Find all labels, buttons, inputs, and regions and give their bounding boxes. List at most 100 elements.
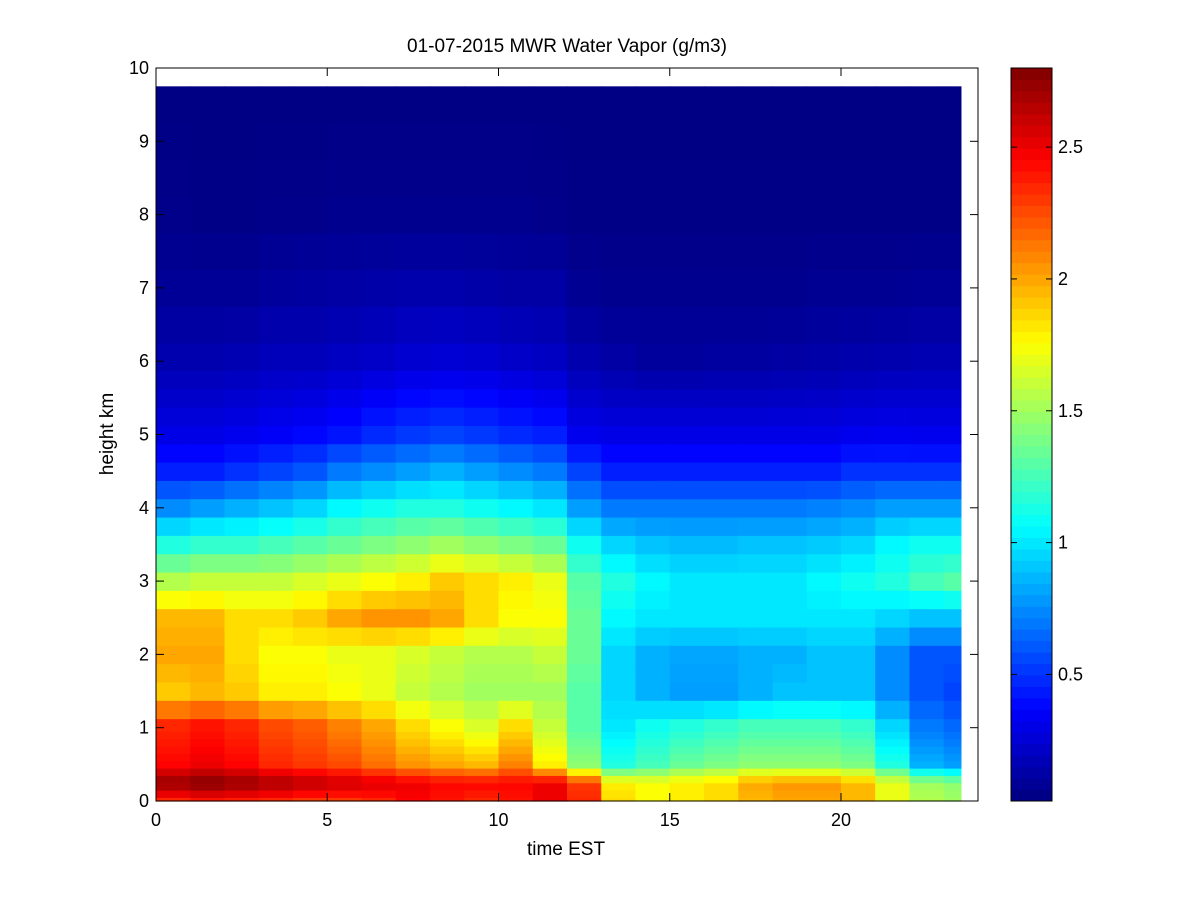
heatmap-cell — [943, 571, 962, 591]
heatmap-cell — [567, 797, 602, 802]
heatmap-cell — [704, 342, 739, 371]
x-tick-labels: 0 5 10 15 20 — [151, 810, 851, 830]
heatmap-cell — [669, 775, 705, 784]
heatmap-cell — [909, 731, 945, 740]
heatmap-cell — [361, 590, 397, 610]
heatmap-cell — [498, 753, 534, 762]
heatmap-cell — [464, 461, 500, 481]
heatmap-cell — [224, 498, 260, 518]
heatmap-cell — [293, 608, 328, 628]
heatmap-cell — [327, 645, 363, 665]
heatmap-cell — [909, 746, 945, 754]
heatmap-cell — [567, 768, 602, 776]
y-tick-label: 7 — [139, 278, 149, 298]
heatmap-cell — [532, 775, 568, 784]
heatmap-cell — [156, 768, 191, 776]
heatmap-cell — [669, 269, 705, 307]
colorbar-segment — [1011, 778, 1052, 791]
heatmap-cell — [738, 553, 774, 573]
heatmap-cell — [635, 159, 671, 197]
heatmap-cell — [498, 498, 534, 518]
heatmap-cell — [738, 681, 774, 701]
heatmap-cell — [806, 571, 842, 591]
heatmap-cell — [430, 535, 465, 555]
heatmap-cell — [464, 498, 500, 518]
heatmap-cell — [224, 738, 260, 747]
heatmap-cell — [772, 731, 808, 740]
heatmap-cell — [327, 738, 363, 747]
colorbar-tick-label: 1 — [1058, 533, 1068, 553]
heatmap-cell — [704, 535, 739, 555]
colorbar-segment — [1011, 205, 1052, 218]
heatmap-cell — [258, 626, 294, 646]
heatmap-cell — [875, 388, 911, 408]
heatmap-cell — [532, 535, 568, 555]
heatmap-cell — [806, 663, 842, 683]
heatmap-cell — [190, 645, 226, 665]
heatmap-cell — [601, 790, 637, 798]
heatmap-cell — [635, 407, 671, 426]
heatmap-cell — [498, 718, 534, 732]
heatmap-cell — [772, 608, 808, 628]
heatmap-cell — [430, 700, 465, 720]
heatmap-cell — [361, 443, 397, 463]
heatmap-cell — [772, 626, 808, 646]
heatmap-cell — [772, 443, 808, 463]
heatmap-cell — [327, 196, 363, 234]
heatmap-cell — [293, 797, 328, 802]
heatmap-cell — [430, 553, 465, 573]
heatmap-cell — [498, 306, 534, 344]
heatmap-cell — [430, 608, 465, 628]
heatmap-cell — [395, 232, 431, 271]
heatmap-cell — [635, 700, 671, 720]
heatmap-cell — [190, 626, 226, 646]
heatmap-cell — [395, 663, 431, 683]
colorbar-segment — [1011, 766, 1052, 779]
heatmap-cell — [224, 768, 260, 776]
heatmap-cell — [293, 645, 328, 665]
heatmap-cell — [498, 746, 534, 754]
heatmap-cell — [635, 790, 671, 798]
heatmap-cell — [704, 122, 739, 161]
heatmap-cell — [498, 516, 534, 536]
heatmap-cell — [532, 498, 568, 518]
heatmap-cell — [464, 86, 500, 124]
heatmap-cell — [635, 797, 671, 802]
heatmap-cell — [361, 388, 397, 408]
heatmap-cell — [669, 388, 705, 408]
y-tick-label: 1 — [139, 718, 149, 738]
heatmap-cell — [498, 775, 534, 784]
heatmap-cell — [498, 269, 534, 307]
heatmap-cell — [943, 718, 962, 732]
heatmap-cell — [258, 731, 294, 740]
heatmap-cell — [567, 608, 602, 628]
heatmap-cell — [498, 86, 534, 124]
heatmap-cell — [430, 388, 465, 408]
heatmap-cell — [635, 342, 671, 371]
colorbar-segment — [1011, 68, 1052, 80]
heatmap-cell — [738, 738, 774, 747]
heatmap-cell — [327, 232, 363, 271]
heatmap-cell — [772, 388, 808, 408]
heatmap-cell — [156, 86, 191, 124]
colorbar-segment — [1011, 423, 1052, 435]
heatmap-cell — [875, 407, 911, 426]
heatmap-cell — [156, 746, 191, 754]
colorbar-segment — [1011, 113, 1052, 126]
heatmap-cell — [738, 775, 774, 784]
heatmap-cell — [293, 516, 328, 536]
heatmap-cell — [806, 768, 842, 776]
heatmap-cell — [293, 370, 328, 390]
heatmap-cell — [806, 790, 842, 798]
colorbar-segment — [1011, 697, 1052, 710]
heatmap-cell — [909, 498, 945, 518]
heatmap-cell — [841, 663, 876, 683]
heatmap-cell — [361, 746, 397, 754]
heatmap-cell — [327, 768, 363, 776]
heatmap-cell — [601, 553, 637, 573]
heatmap-cell — [532, 746, 568, 754]
x-tick-label: 0 — [151, 810, 161, 830]
heatmap-cell — [258, 480, 294, 500]
heatmap-cell — [943, 269, 962, 307]
heatmap-cell — [498, 407, 534, 426]
